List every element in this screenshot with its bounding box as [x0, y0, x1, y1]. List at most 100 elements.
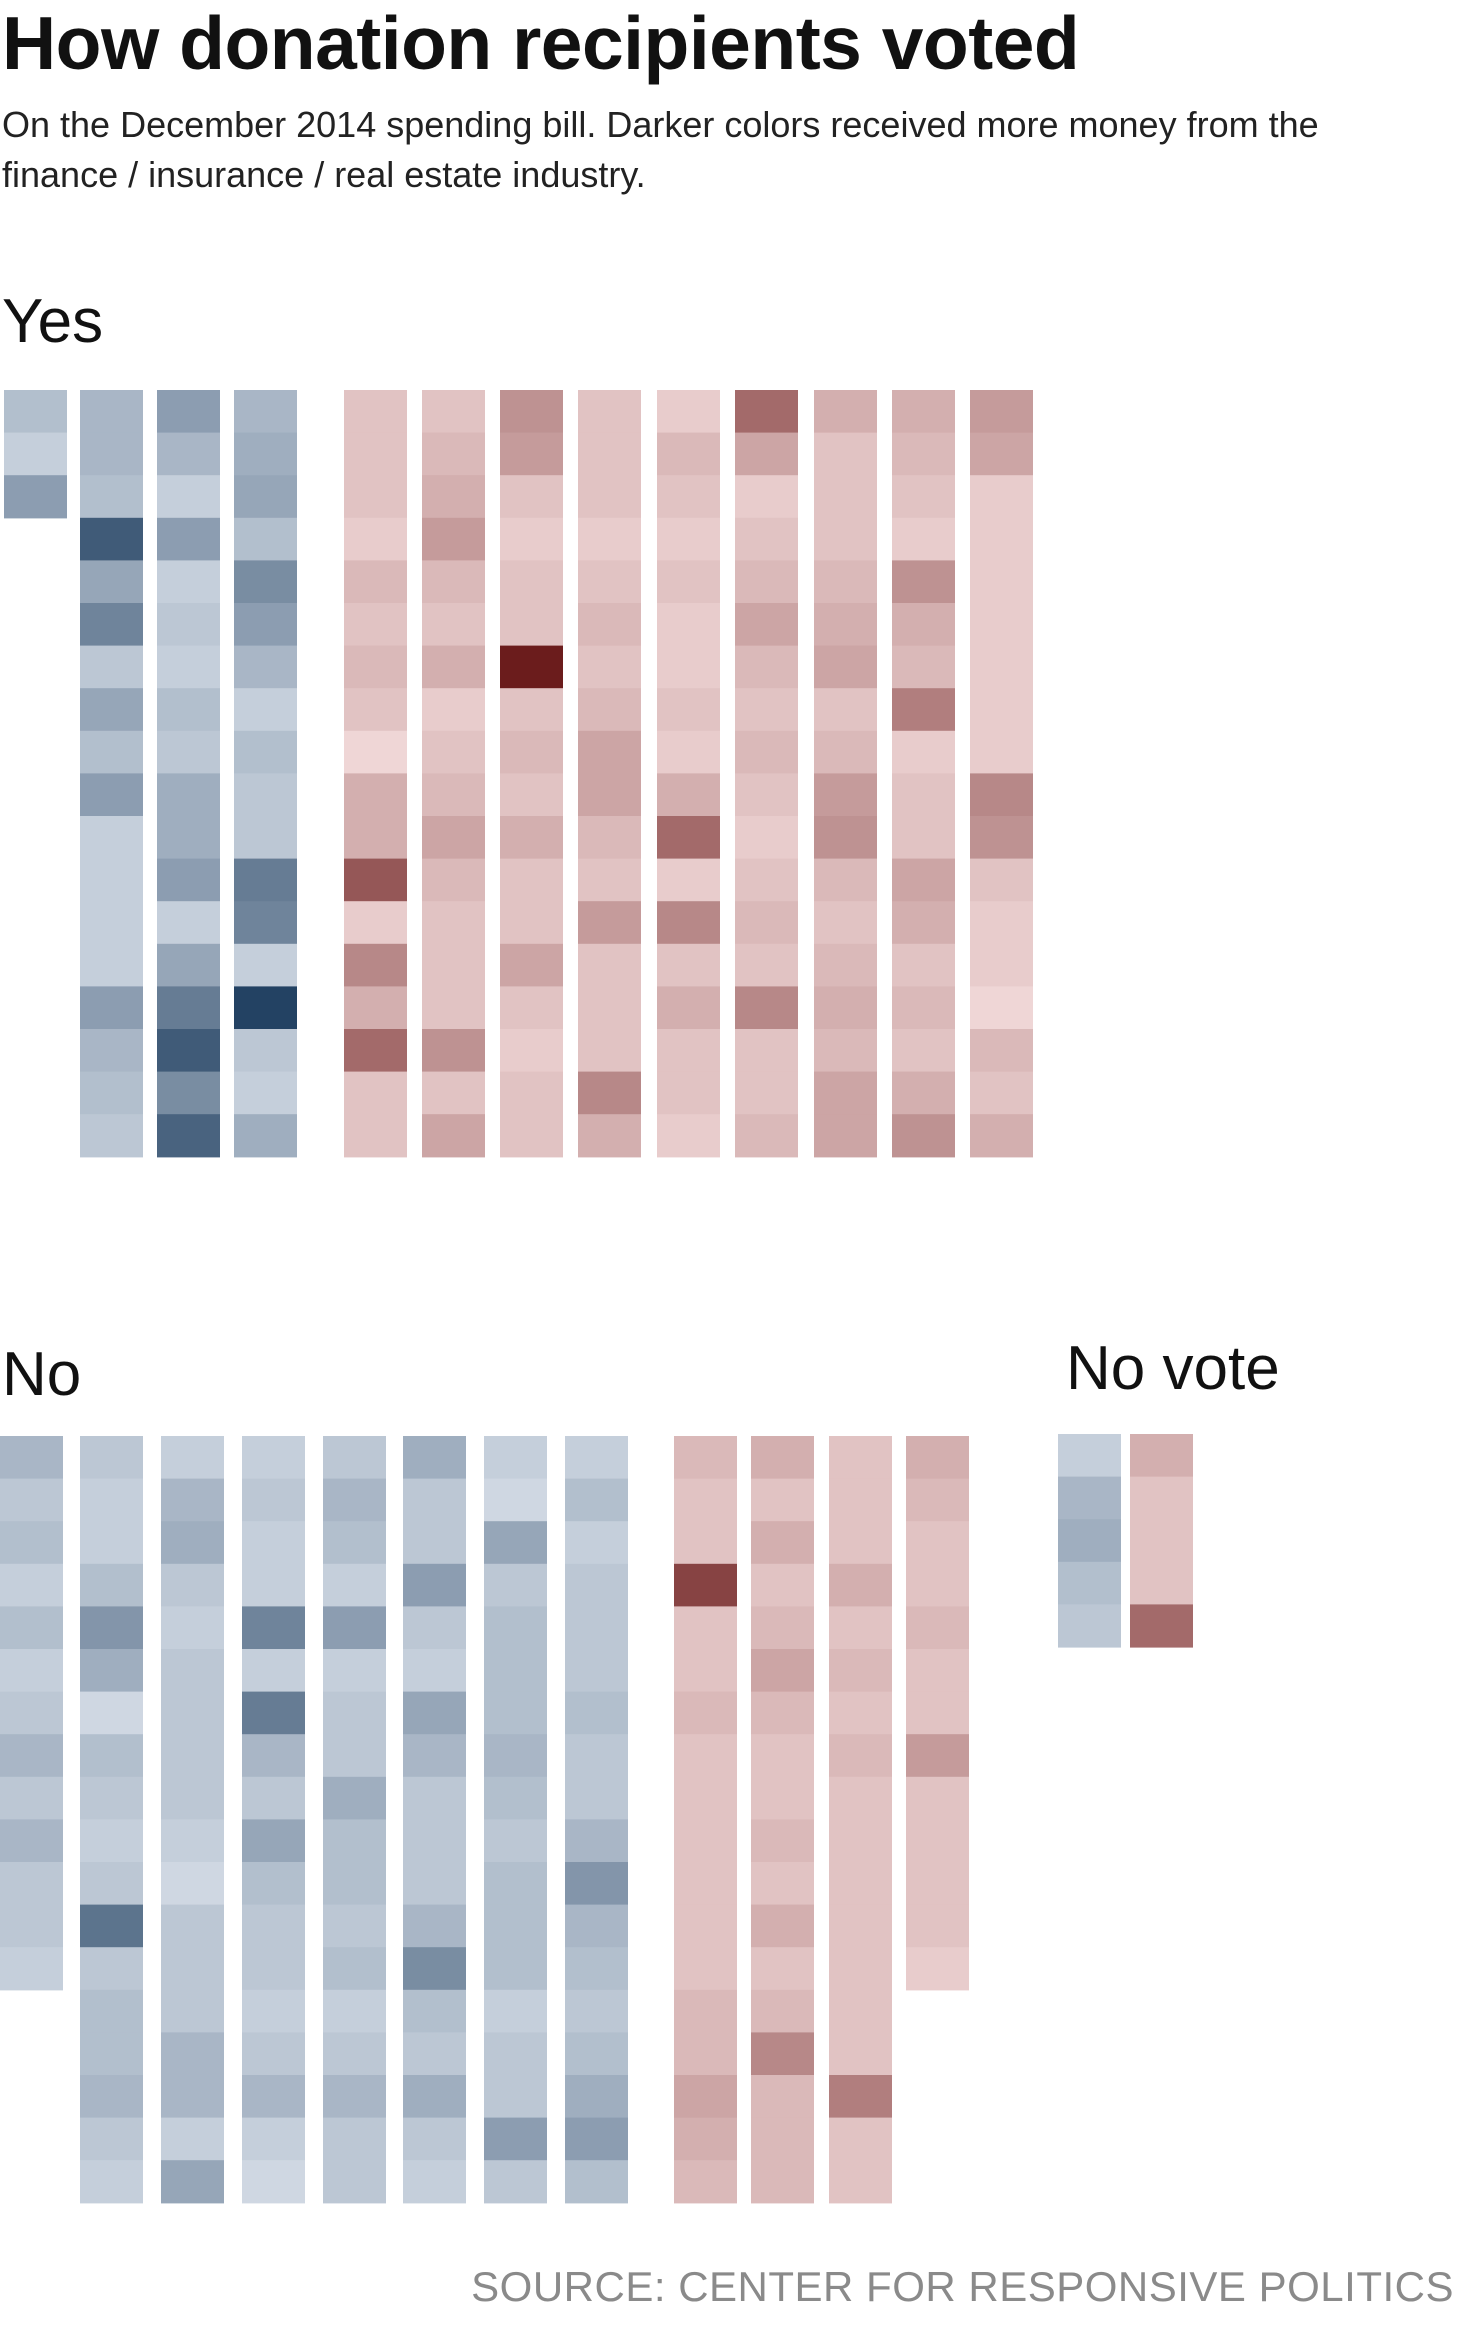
cell-no-dem-c3-r15 [161, 2032, 224, 2076]
cell-no-rep-c1-r4 [674, 1563, 737, 1607]
cell-no-dem-c1-r9 [0, 1776, 63, 1820]
cell-yes-rep-c1-r15 [344, 986, 407, 1030]
cell-yes-dem-c3-r14 [157, 943, 220, 987]
cell-no-dem-c2-r2 [80, 1478, 143, 1522]
cell-no-dem-c5-r7 [323, 1691, 386, 1735]
cell-no-rep-c3-r17 [829, 2117, 892, 2161]
cell-no-dem-c4-r4 [242, 1563, 305, 1607]
cell-no-dem-c5-r12 [323, 1904, 386, 1948]
cell-no-dem-c7-r2 [484, 1478, 547, 1522]
cell-no-vote-rep-c1-r2 [1130, 1476, 1193, 1520]
cell-yes-rep-c4-r9 [578, 730, 641, 774]
cell-no-vote-rep-c1-r4 [1130, 1561, 1193, 1605]
cell-yes-rep-c8-r16 [892, 1029, 955, 1073]
cell-no-dem-c4-r9 [242, 1776, 305, 1820]
cell-yes-rep-c6-r3 [735, 475, 798, 519]
cell-yes-rep-c8-r18 [892, 1114, 955, 1158]
cell-yes-rep-c6-r16 [735, 1029, 798, 1073]
cell-no-dem-c7-r13 [484, 1947, 547, 1991]
cell-no-dem-c2-r4 [80, 1563, 143, 1607]
cell-no-rep-c2-r18 [751, 2160, 814, 2204]
cell-yes-rep-c7-r14 [814, 943, 877, 987]
cell-yes-rep-c8-r8 [892, 688, 955, 732]
cell-no-dem-c2-r1 [80, 1436, 143, 1480]
cell-yes-dem-c4-r12 [234, 858, 297, 902]
cell-yes-rep-c2-r14 [422, 943, 485, 987]
cell-no-dem-c1-r10 [0, 1819, 63, 1863]
cell-yes-rep-c2-r8 [422, 688, 485, 732]
cell-no-dem-c4-r15 [242, 2032, 305, 2076]
cell-yes-rep-c8-r12 [892, 858, 955, 902]
cell-no-dem-c8-r8 [565, 1734, 628, 1778]
cell-no-rep-c1-r11 [674, 1862, 737, 1906]
cell-yes-rep-c2-r6 [422, 603, 485, 647]
cell-no-dem-c8-r17 [565, 2117, 628, 2161]
cell-yes-rep-c5-r7 [657, 645, 720, 689]
cell-yes-rep-c6-r4 [735, 517, 798, 561]
cell-no-dem-c4-r13 [242, 1947, 305, 1991]
cell-yes-dem-c3-r12 [157, 858, 220, 902]
cell-no-vote-dem-c1-r3 [1058, 1519, 1121, 1563]
cell-yes-rep-c1-r1 [344, 390, 407, 434]
cell-no-rep-c2-r16 [751, 2075, 814, 2119]
cell-yes-rep-c6-r14 [735, 943, 798, 987]
cell-no-vote-dem-c1-r5 [1058, 1604, 1121, 1648]
cell-no-dem-c6-r11 [403, 1862, 466, 1906]
cell-yes-rep-c5-r8 [657, 688, 720, 732]
cell-no-dem-c3-r18 [161, 2160, 224, 2204]
cell-yes-rep-c9-r1 [970, 390, 1033, 434]
cell-yes-rep-c4-r17 [578, 1071, 641, 1115]
cell-yes-rep-c1-r13 [344, 901, 407, 945]
cell-yes-rep-c2-r9 [422, 730, 485, 774]
cell-no-dem-c3-r8 [161, 1734, 224, 1778]
cell-yes-rep-c4-r2 [578, 432, 641, 476]
cell-yes-rep-c6-r5 [735, 560, 798, 604]
cell-yes-rep-c6-r8 [735, 688, 798, 732]
cell-no-dem-c5-r15 [323, 2032, 386, 2076]
cell-yes-rep-c8-r4 [892, 517, 955, 561]
cell-no-rep-c2-r14 [751, 1989, 814, 2033]
cell-no-dem-c2-r11 [80, 1862, 143, 1906]
cell-yes-rep-c3-r11 [500, 816, 563, 860]
cell-no-rep-c3-r9 [829, 1776, 892, 1820]
cell-no-dem-c5-r14 [323, 1989, 386, 2033]
cell-no-vote-dem-c1-r4 [1058, 1561, 1121, 1605]
cell-yes-rep-c9-r4 [970, 517, 1033, 561]
cell-no-dem-c5-r8 [323, 1734, 386, 1778]
cell-yes-dem-c1-r3 [4, 475, 67, 519]
cell-no-dem-c6-r14 [403, 1989, 466, 2033]
cell-no-rep-c4-r1 [906, 1436, 969, 1480]
cell-yes-rep-c9-r9 [970, 730, 1033, 774]
cell-no-dem-c4-r10 [242, 1819, 305, 1863]
cell-no-dem-c7-r1 [484, 1436, 547, 1480]
cell-no-rep-c3-r10 [829, 1819, 892, 1863]
cell-yes-rep-c3-r7 [500, 645, 563, 689]
cell-no-rep-c1-r8 [674, 1734, 737, 1778]
group-label-yes: Yes [2, 287, 104, 356]
cell-no-rep-c3-r3 [829, 1521, 892, 1565]
cell-yes-rep-c1-r4 [344, 517, 407, 561]
cell-no-rep-c3-r11 [829, 1862, 892, 1906]
cell-yes-rep-c8-r9 [892, 730, 955, 774]
cell-no-rep-c3-r6 [829, 1649, 892, 1693]
cell-yes-rep-c8-r14 [892, 943, 955, 987]
cell-no-rep-c1-r5 [674, 1606, 737, 1650]
cell-no-dem-c8-r2 [565, 1478, 628, 1522]
cell-yes-rep-c6-r10 [735, 773, 798, 817]
cell-no-dem-c4-r1 [242, 1436, 305, 1480]
cell-no-dem-c2-r7 [80, 1691, 143, 1735]
cell-yes-rep-c4-r15 [578, 986, 641, 1030]
cell-yes-dem-c3-r3 [157, 475, 220, 519]
cell-yes-rep-c7-r2 [814, 432, 877, 476]
cell-yes-dem-c2-r10 [80, 773, 143, 817]
cell-yes-dem-c2-r5 [80, 560, 143, 604]
cell-no-rep-c2-r6 [751, 1649, 814, 1693]
cell-yes-rep-c4-r18 [578, 1114, 641, 1158]
cell-yes-rep-c5-r12 [657, 858, 720, 902]
cell-no-dem-c5-r5 [323, 1606, 386, 1650]
cell-no-dem-c1-r1 [0, 1436, 63, 1480]
cell-no-rep-c4-r4 [906, 1563, 969, 1607]
cell-yes-rep-c3-r10 [500, 773, 563, 817]
cell-yes-rep-c9-r12 [970, 858, 1033, 902]
cell-no-dem-c4-r2 [242, 1478, 305, 1522]
